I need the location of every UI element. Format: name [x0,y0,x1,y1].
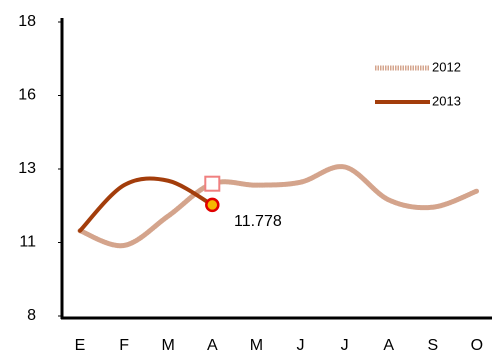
x-tick-label: J [297,337,305,354]
y-tick-label: 11 [19,234,36,251]
marker [205,197,220,213]
line-series [77,164,480,249]
marker [204,175,221,192]
legend-label: 2012 [432,59,461,74]
x-tick-label: A [383,337,394,354]
data-label: 11.778 [234,213,282,230]
x-tick-label: M [162,337,175,354]
x-tick-label: S [427,337,438,354]
y-tick-label: 13 [18,160,36,177]
y-tick-label: 18 [18,13,36,30]
x-tick-label: F [119,337,129,354]
legend-label: 2013 [432,93,461,108]
y-tick-label: 16 [18,87,36,104]
x-tick-label: A [207,337,218,354]
line-series [78,176,215,233]
x-tick-label: O [471,337,483,354]
x-tick-label: M [250,337,263,354]
x-tick-label: E [75,337,86,354]
x-tick-label: J [341,337,349,354]
y-tick-label: 8 [27,307,36,324]
